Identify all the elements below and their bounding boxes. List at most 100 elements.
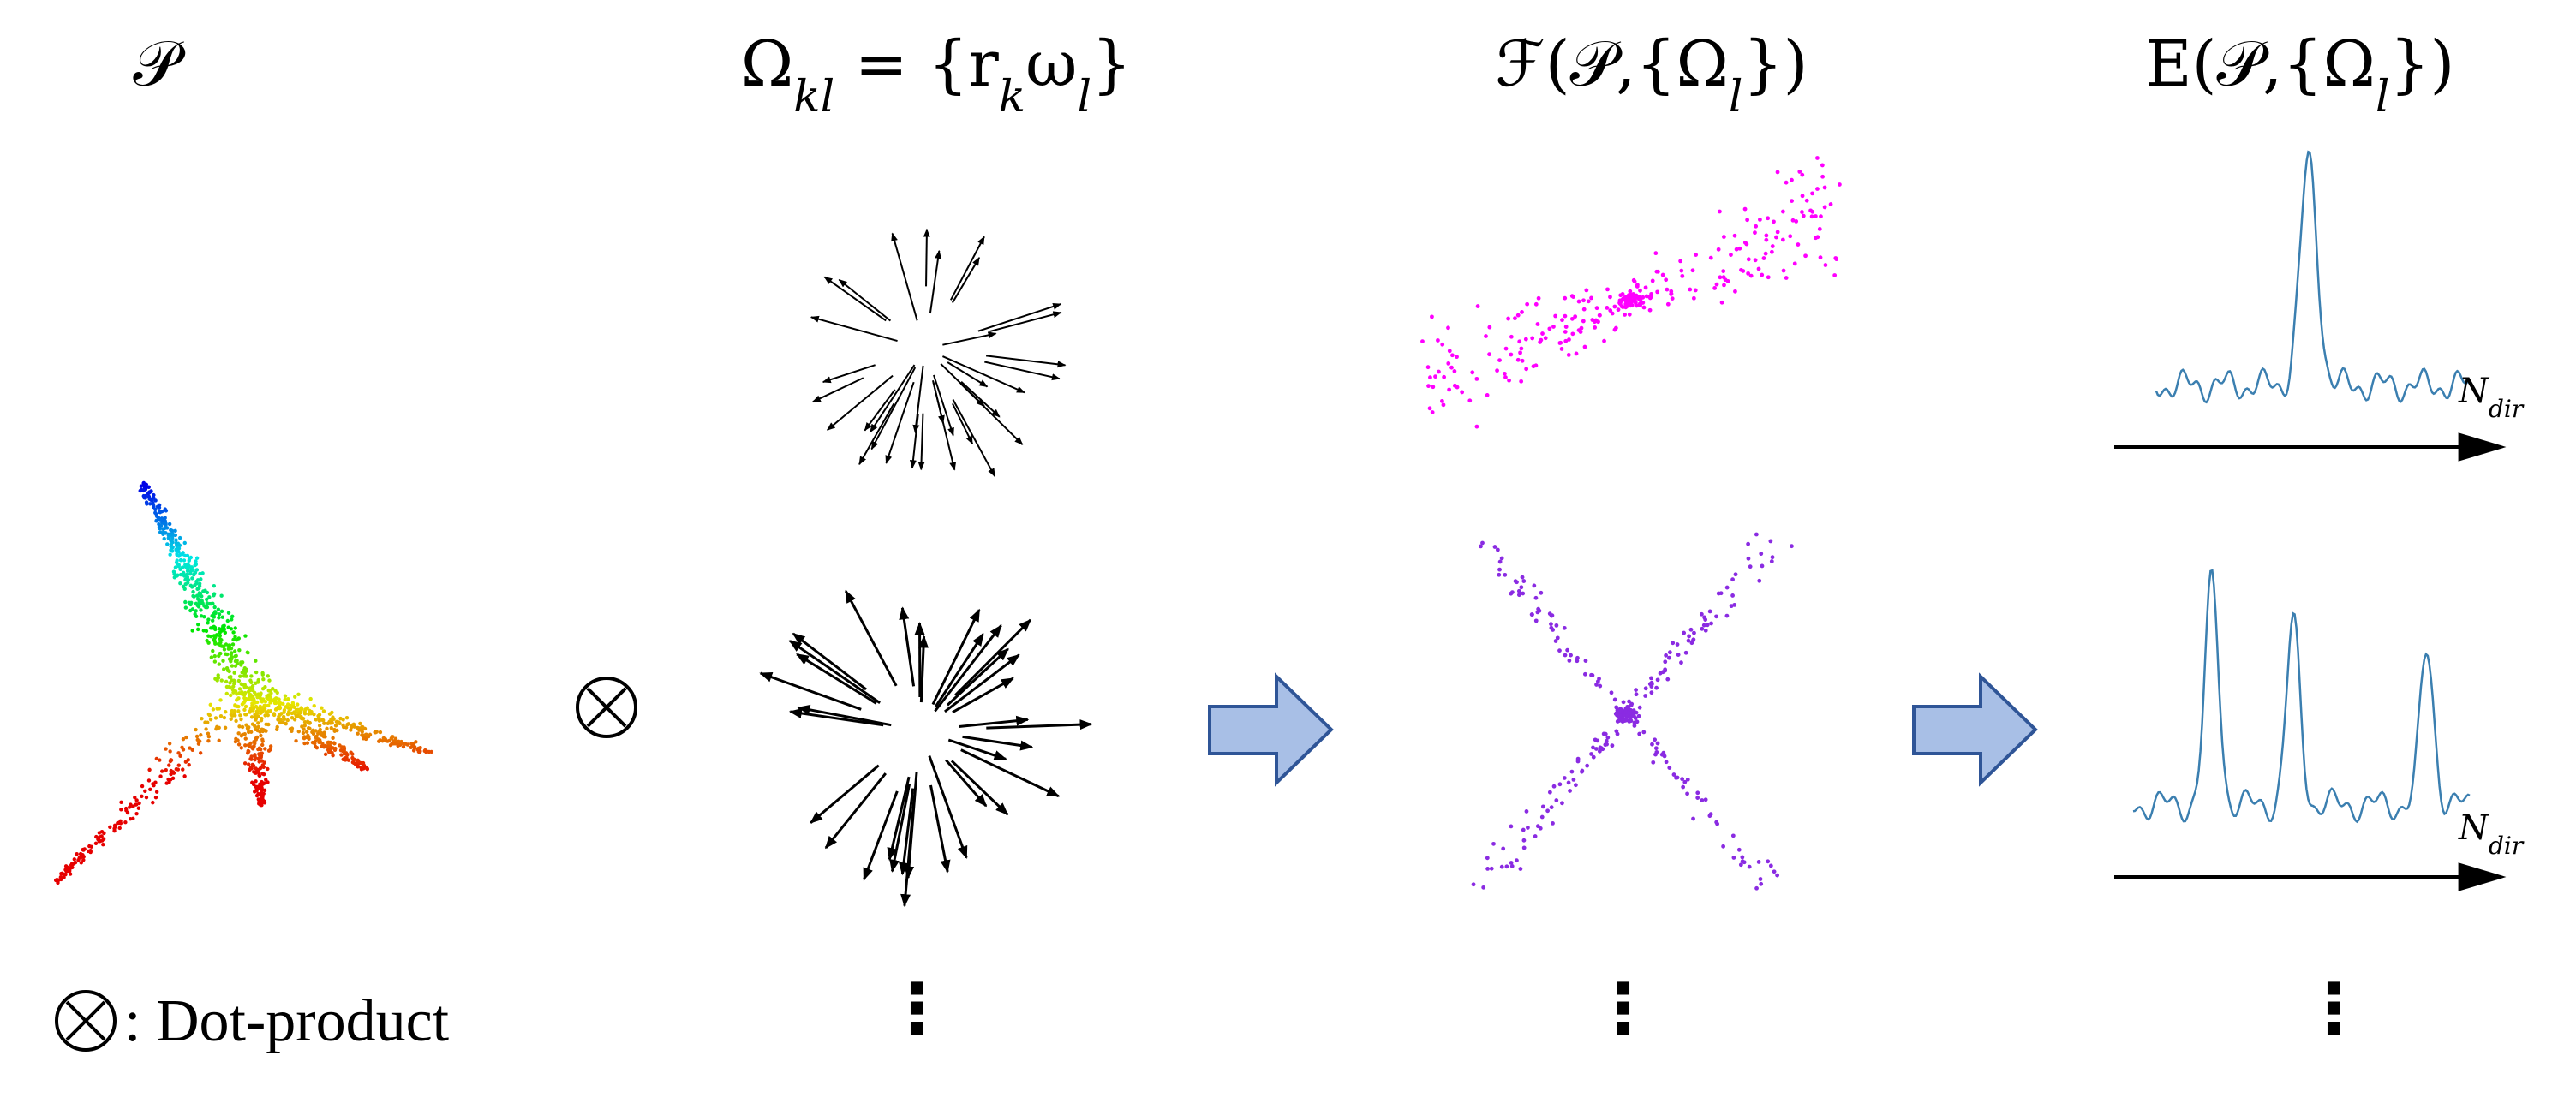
cloud-point xyxy=(72,857,77,862)
projected-point xyxy=(1667,655,1671,660)
cloud-point xyxy=(194,727,198,732)
cloud-point xyxy=(364,766,368,770)
projected-point xyxy=(1545,808,1551,814)
cloud-point xyxy=(284,721,288,726)
projected-point xyxy=(1772,219,1776,224)
cloud-point xyxy=(167,522,172,527)
cloud-point xyxy=(199,614,204,618)
projected-point xyxy=(1761,256,1766,260)
column-header: Ωkl = {rkωl} xyxy=(741,27,1132,122)
cloud-point xyxy=(265,694,269,698)
projected-point xyxy=(1788,234,1793,239)
projected-point xyxy=(1563,325,1569,329)
projected-point xyxy=(1627,718,1632,724)
cloud-point xyxy=(232,649,237,653)
direction-arrow xyxy=(940,363,985,408)
cloud-point xyxy=(240,660,245,665)
cloud-point xyxy=(229,675,233,679)
projected-point xyxy=(1484,334,1488,338)
cloud-point xyxy=(181,572,186,576)
cloud-point xyxy=(250,703,254,708)
cloud-point xyxy=(151,782,155,786)
cloud-point xyxy=(158,530,163,534)
cloud-point xyxy=(242,695,247,701)
cloud-point xyxy=(360,733,364,737)
cloud-point xyxy=(255,784,260,789)
cloud-point xyxy=(140,794,144,799)
projected-point xyxy=(1729,253,1733,257)
projected-point xyxy=(1581,307,1587,312)
cloud-point xyxy=(172,575,176,580)
cloud-point xyxy=(194,556,200,560)
cloud-point xyxy=(260,763,265,767)
cloud-point xyxy=(329,725,333,730)
direction-arrow xyxy=(909,414,919,469)
projected-point xyxy=(1605,735,1611,740)
cloud-point xyxy=(253,753,257,757)
cloud-point xyxy=(174,766,179,772)
cloud-point xyxy=(206,738,211,743)
cloud-point xyxy=(314,734,319,739)
direction-arrow xyxy=(960,748,1061,798)
cloud-point xyxy=(131,804,135,808)
direction-arrow xyxy=(954,618,1032,696)
projected-point xyxy=(1521,579,1527,583)
projected-point xyxy=(1502,371,1507,376)
projected-point xyxy=(1581,319,1586,324)
direction-arrow xyxy=(989,311,1062,333)
projected-point xyxy=(1708,255,1713,260)
cloud-point xyxy=(240,692,244,696)
direction-arrow xyxy=(824,772,887,850)
projected-point xyxy=(1562,776,1567,780)
cloud-point xyxy=(254,681,258,685)
cloud-point xyxy=(262,781,266,785)
projected-point xyxy=(1571,778,1576,782)
cloud-point xyxy=(254,718,258,722)
cloud-point xyxy=(134,802,138,807)
cloud-point xyxy=(188,555,194,560)
projected-point xyxy=(1759,552,1764,557)
cloud-point xyxy=(242,665,247,671)
cloud-point xyxy=(206,712,212,717)
projected-point xyxy=(1557,782,1563,787)
cloud-point xyxy=(277,697,281,701)
projected-point xyxy=(1517,339,1522,344)
projected-point xyxy=(1716,247,1721,252)
direction-arrow xyxy=(792,632,867,691)
cloud-point xyxy=(301,730,306,736)
cloud-point xyxy=(326,740,330,745)
projected-point xyxy=(1694,253,1699,257)
cloud-point xyxy=(249,674,254,678)
projected-point xyxy=(1689,641,1694,646)
cloud-point xyxy=(233,713,237,718)
cloud-point xyxy=(296,729,302,734)
cloud-point xyxy=(176,546,182,551)
cloud-point xyxy=(275,690,279,695)
cloud-point xyxy=(236,661,240,666)
cloud-point xyxy=(224,691,229,696)
projected-point xyxy=(1566,353,1571,357)
cloud-point xyxy=(248,710,252,714)
cloud-point xyxy=(276,718,280,722)
cloud-point xyxy=(148,787,152,791)
cloud-point xyxy=(243,713,248,717)
projected-point xyxy=(1520,310,1524,314)
projected-point xyxy=(1651,760,1656,765)
cloud-point xyxy=(53,878,58,883)
projected-point xyxy=(1714,614,1718,619)
cloud-point xyxy=(157,510,162,514)
cloud-point xyxy=(235,698,239,702)
projected-point xyxy=(1818,255,1823,260)
cloud-point xyxy=(194,734,200,739)
direction-arrow xyxy=(931,608,981,706)
cloud-point xyxy=(266,674,270,678)
projected-point xyxy=(1760,563,1765,569)
projected-point xyxy=(1553,639,1558,643)
projected-point xyxy=(1524,367,1529,372)
cloud-point xyxy=(134,811,139,816)
cloud-point xyxy=(235,692,239,696)
cloud-point xyxy=(117,826,122,831)
cloud-point xyxy=(183,582,188,587)
cloud-point xyxy=(230,709,235,713)
cloud-point xyxy=(196,593,201,597)
